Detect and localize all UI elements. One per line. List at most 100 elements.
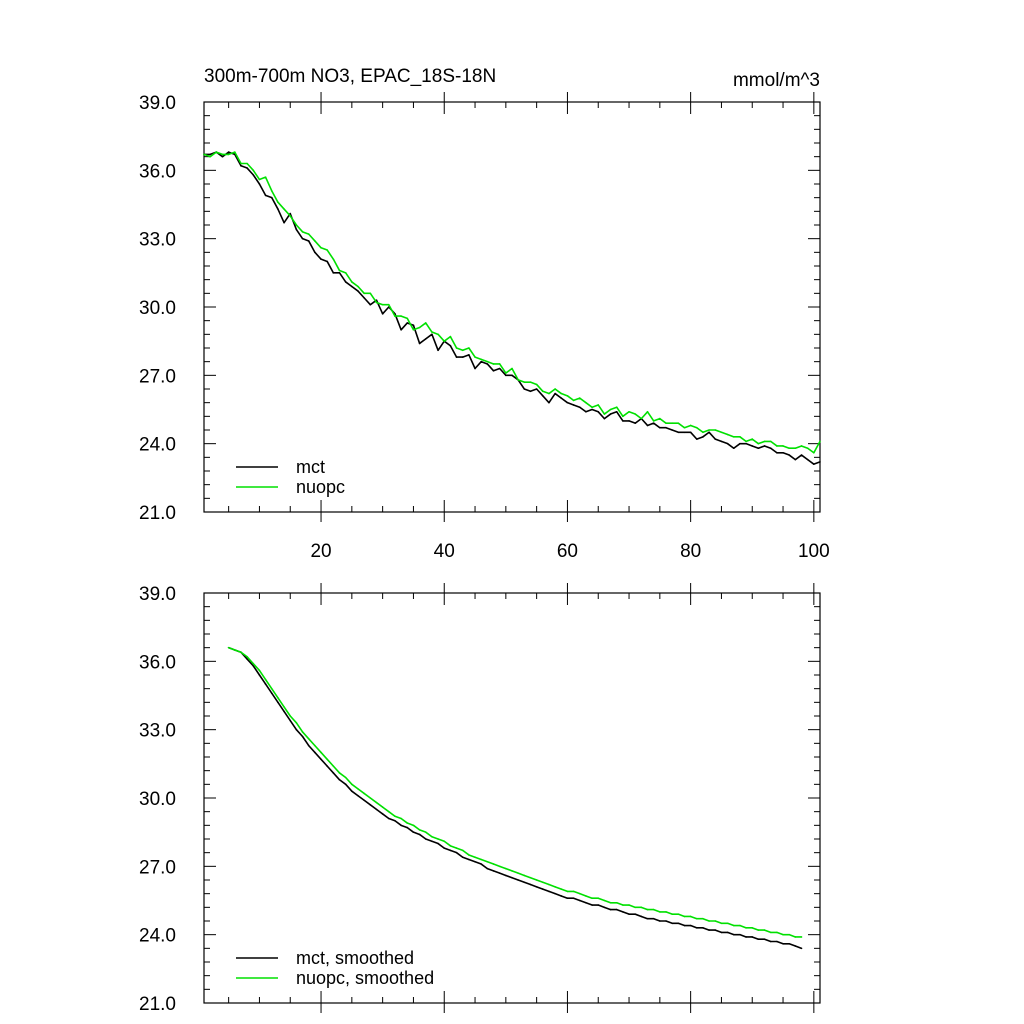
data-point [665,920,667,922]
data-point [344,783,347,786]
data-point [388,817,390,820]
data-point [431,840,433,843]
data-point [720,922,723,925]
data-point [689,431,692,434]
data-point [757,929,760,931]
y-tick-label: 39.0 [139,93,176,114]
series-line-mct [204,151,821,465]
plot-frame [203,101,821,513]
data-point [689,924,692,927]
data-point [615,406,618,409]
data-point [289,715,292,717]
data-point [240,651,242,654]
data-point [665,911,667,913]
data-point [246,658,248,660]
data-point [794,945,797,947]
data-point [720,431,723,434]
data-point [332,258,335,260]
data-point [363,792,365,795]
data-point [240,164,242,167]
data-point [745,927,747,929]
data-point [277,208,279,210]
data-point [782,451,784,454]
data-point [597,410,600,413]
data-point [357,285,359,288]
data-point [652,908,655,911]
data-point [412,831,415,833]
data-point [449,845,452,847]
data-point [307,737,310,740]
data-point [591,408,593,411]
data-point [726,931,729,934]
data-point [301,237,304,240]
data-point [221,153,224,156]
data-point [314,744,316,747]
data-point [326,249,329,251]
x-tick-label: 20 [310,541,331,562]
data-point [431,835,433,838]
data-point [560,888,563,890]
data-point [314,751,316,754]
data-point [732,933,735,936]
data-point [443,840,446,843]
series-line-nuopc [203,151,821,454]
data-point [523,881,526,884]
data-point [449,344,452,347]
data-point [351,790,353,792]
data-point [659,417,661,420]
data-point [295,728,298,731]
data-point [258,674,261,676]
data-point [357,290,359,292]
data-point [486,860,489,863]
data-point [406,317,409,320]
data-point [381,303,384,306]
data-point [769,447,772,450]
data-point [437,333,439,336]
data-point [572,399,575,402]
data-point [344,281,347,283]
data-point [788,942,790,945]
data-point [665,422,667,424]
data-point [332,772,335,774]
legend-label: nuopc [296,477,345,497]
data-point [535,886,538,888]
data-point [295,228,298,231]
data-point [819,440,821,443]
data-point [455,847,458,849]
data-point [646,410,649,413]
data-point [542,395,544,397]
data-point [474,367,476,370]
data-point [455,347,458,349]
data-point [486,363,489,365]
data-point [332,272,335,274]
data-point [338,269,341,272]
data-point [782,445,784,447]
data-point [424,831,427,833]
data-point [702,917,704,920]
data-point [628,913,630,915]
data-point [794,447,797,450]
data-point [696,927,698,929]
data-point [646,917,649,920]
data-point [708,431,710,434]
data-point [535,388,538,390]
data-point [542,888,544,890]
data-point [203,153,205,156]
data-point [289,719,292,722]
data-point [769,940,772,943]
data-point [511,876,513,879]
data-point [307,744,310,747]
data-point [677,922,680,925]
data-point [332,765,335,767]
data-point [535,383,538,386]
x-tick-label: 100 [798,541,830,562]
data-point [351,783,353,786]
series-line-nuopc-smoothed [228,646,802,938]
data-point [739,924,741,927]
data-point [696,917,698,920]
data-point [381,806,384,808]
data-point [443,847,446,849]
data-point [455,356,458,358]
data-point [498,872,501,874]
data-point [739,933,741,936]
